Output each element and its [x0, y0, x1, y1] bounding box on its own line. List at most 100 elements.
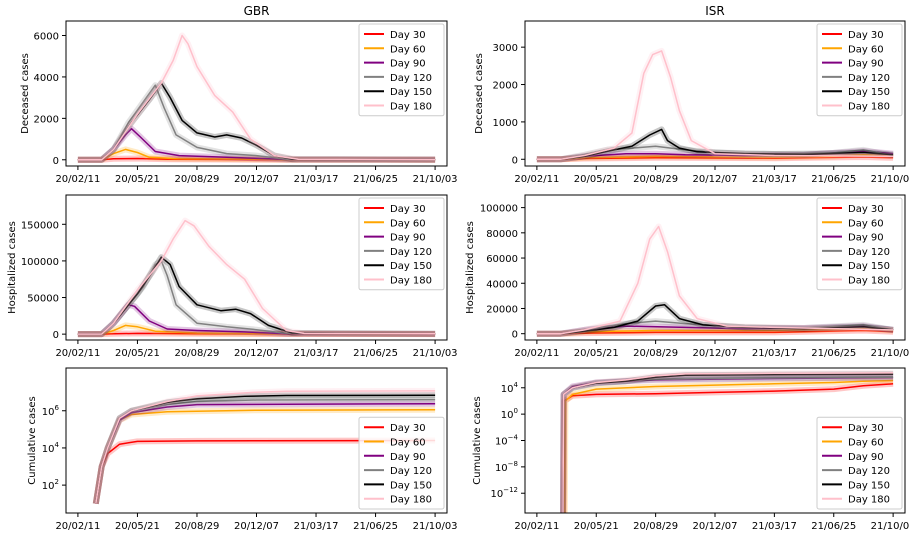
legend-label: Day 180	[390, 495, 432, 506]
x-tick-label: 20/08/29	[633, 521, 678, 532]
legend-label: Day 90	[390, 452, 426, 463]
x-tick-label: 21/03/17	[752, 521, 797, 532]
y-tick-label: 10−8	[495, 460, 518, 474]
y-tick-label: 0	[53, 330, 59, 341]
x-tick-label: 20/12/07	[234, 521, 279, 532]
x-tick-label: 21/10/03	[413, 521, 458, 532]
series-line-day-180	[562, 372, 894, 513]
x-tick-label: 20/05/21	[574, 521, 619, 532]
legend-label: Day 30	[390, 423, 426, 434]
y-tick-label: 50000	[27, 294, 59, 305]
x-tick-label: 21/06/25	[353, 348, 398, 359]
x-tick-label: 20/05/21	[115, 174, 160, 185]
x-tick-label: 20/02/11	[55, 348, 100, 359]
legend-label: Day 60	[390, 44, 426, 55]
x-tick-label: 21/03/17	[752, 174, 797, 185]
x-tick-label: 20/12/07	[234, 174, 279, 185]
x-tick-label: 21/03/17	[294, 348, 339, 359]
series-group	[77, 217, 436, 338]
legend-label: Day 90	[848, 452, 884, 463]
legend-box	[358, 23, 445, 117]
y-tick-base: 10	[495, 437, 508, 448]
legend-label: Day 150	[848, 87, 890, 98]
y-tick-label: 3000	[493, 43, 518, 54]
y-axis-label: Hospitalized cases	[7, 221, 18, 314]
x-tick-label: 21/10/03	[413, 348, 458, 359]
series-line-day-150	[536, 128, 894, 161]
y-tick-label: 102	[42, 478, 59, 492]
legend-label: Day 60	[390, 438, 426, 449]
series-line-day-60	[564, 379, 894, 513]
legend-label: Day 30	[848, 30, 884, 41]
x-tick-label: 20/12/07	[693, 174, 738, 185]
series-line-day-180	[536, 50, 894, 161]
legend-box	[358, 416, 445, 510]
y-tick-label: 2000	[34, 114, 59, 125]
x-tick-label: 21/03/17	[294, 521, 339, 532]
x-tick-label: 21/06/25	[811, 521, 856, 532]
series-line-day-60	[77, 324, 436, 335]
legend-label: Day 30	[390, 204, 426, 215]
x-tick-label: 21/06/25	[811, 174, 856, 185]
legend-label: Day 30	[848, 423, 884, 434]
legend-label: Day 120	[848, 247, 890, 258]
y-tick-label: 2000	[493, 81, 518, 92]
legend-label: Day 180	[848, 102, 890, 113]
y-tick-label: 100	[501, 407, 518, 421]
x-tick-label: 21/03/17	[752, 348, 797, 359]
y-tick-label: 6000	[34, 32, 59, 43]
x-tick-label: 21/06/25	[811, 348, 856, 359]
x-tick-label: 20/02/11	[55, 521, 100, 532]
y-tick-exponent: 6	[55, 404, 60, 412]
legend-label: Day 30	[848, 204, 884, 215]
y-tick-label: 100000	[480, 204, 518, 215]
y-tick-base: 10	[495, 463, 508, 474]
x-tick-label: 20/02/11	[514, 348, 559, 359]
x-tick-label: 21/10/03	[871, 348, 910, 359]
y-tick-label: 104	[501, 381, 519, 395]
y-tick-label: 10−12	[490, 486, 518, 500]
y-tick-label: 106	[42, 404, 60, 418]
y-tick-label: 10−4	[495, 434, 519, 448]
series-line-day-180	[536, 225, 894, 335]
legend-label: Day 180	[390, 276, 432, 287]
legend-box	[816, 23, 903, 117]
x-tick-label: 20/05/21	[115, 348, 160, 359]
series-group	[536, 223, 894, 337]
chart-title: GBR	[244, 4, 270, 18]
legend: Day 30 Day 60 Day 90 Day 120 Day 150 Day 180	[358, 23, 445, 117]
y-axis-label: Hospitalized cases	[465, 221, 476, 314]
x-tick-label: 20/12/07	[693, 348, 738, 359]
y-tick-base: 10	[42, 407, 55, 418]
legend-label: Day 150	[390, 261, 432, 272]
legend-label: Day 120	[848, 466, 890, 477]
x-tick-label: 21/10/03	[413, 174, 458, 185]
gbr-cumulative-panel: 20/02/11 20/05/21 20/08/29 20/12/07 21/03/17…	[27, 367, 458, 532]
y-tick-base: 10	[501, 410, 514, 421]
isr-cumulative-panel: 20/02/11 20/05/21 20/08/29 20/12/07 21/03/17…	[472, 367, 910, 532]
y-tick-base: 10	[42, 444, 55, 455]
legend: Day 30 Day 60 Day 90 Day 120 Day 150 Day 180	[358, 416, 445, 510]
x-tick-label: 20/08/29	[633, 174, 678, 185]
series-group	[536, 47, 894, 163]
x-tick-label: 20/05/21	[574, 348, 619, 359]
legend-label: Day 90	[390, 233, 426, 244]
legend-label: Day 60	[848, 44, 884, 55]
x-tick-label: 20/08/29	[175, 174, 220, 185]
legend: Day 30 Day 60 Day 90 Day 120 Day 150 Day 180	[816, 197, 903, 291]
y-tick-base: 10	[501, 384, 514, 395]
x-tick-label: 21/06/25	[353, 174, 398, 185]
legend: Day 30 Day 60 Day 90 Day 120 Day 150 Day 180	[816, 416, 903, 510]
series-group	[92, 387, 436, 505]
y-axis-label: Deceased cases	[474, 53, 485, 134]
x-tick-label: 20/12/07	[693, 521, 738, 532]
y-axis-label: Deceased cases	[20, 53, 31, 134]
legend-label: Day 120	[390, 466, 432, 477]
y-tick-label: 1000	[493, 118, 518, 129]
x-tick-label: 20/08/29	[175, 521, 220, 532]
y-tick-label: 0	[512, 330, 518, 341]
y-tick-base: 10	[490, 489, 503, 500]
legend-label: Day 120	[390, 247, 432, 258]
gbr-hospitalized-panel: 20/02/11 20/05/21 20/08/29 20/12/07 21/03/17…	[7, 194, 458, 359]
